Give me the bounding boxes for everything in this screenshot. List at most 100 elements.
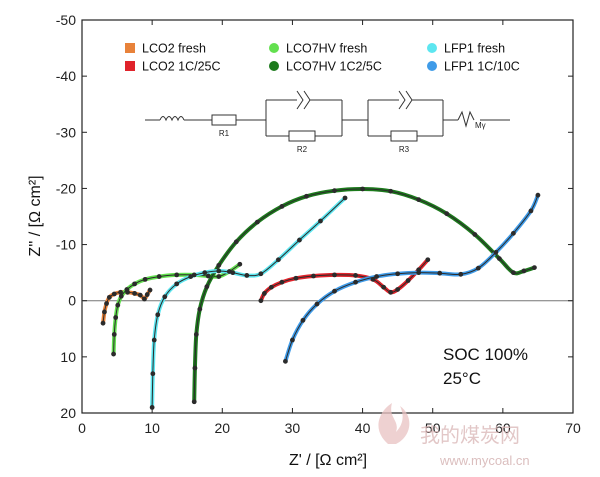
data-point <box>106 294 112 300</box>
data-point <box>290 337 295 343</box>
data-point <box>156 274 162 279</box>
data-point <box>150 371 156 377</box>
data-point <box>188 274 194 279</box>
circuit-label-r2: R2 <box>297 145 308 154</box>
data-point <box>118 293 124 299</box>
data-point <box>144 292 150 297</box>
watermark-url: www.mycoal.cn <box>439 453 530 468</box>
data-point <box>216 274 222 279</box>
y-tick-label: -30 <box>56 124 76 140</box>
x-tick-label: 30 <box>285 420 301 436</box>
legend-swatch <box>427 61 437 71</box>
data-point <box>416 270 422 276</box>
data-point <box>202 270 208 276</box>
data-point <box>261 291 267 296</box>
data-point <box>147 287 153 293</box>
data-point <box>279 279 285 285</box>
data-point <box>304 193 309 199</box>
data-point <box>388 188 394 194</box>
data-point <box>458 271 464 277</box>
data-point <box>268 284 274 290</box>
data-point <box>191 399 197 405</box>
cpe-icon <box>296 90 311 110</box>
data-point <box>237 261 243 267</box>
legend-swatch <box>427 43 437 53</box>
data-point <box>197 306 203 312</box>
data-point <box>300 317 306 323</box>
data-point <box>535 192 541 198</box>
data-point <box>276 257 281 263</box>
x-tick-label: 20 <box>214 420 230 436</box>
watermark-text: 我的煤炭网 <box>420 423 520 447</box>
y-tick-label: -20 <box>56 180 76 196</box>
circuit-label-r1: R1 <box>219 129 230 138</box>
x-tick-label: 50 <box>425 420 441 436</box>
data-point <box>388 289 394 295</box>
x-tick-label: 60 <box>495 420 511 436</box>
data-point <box>332 188 337 194</box>
data-point <box>283 358 288 364</box>
data-point <box>230 270 236 276</box>
data-point <box>444 211 450 217</box>
data-point <box>332 272 337 278</box>
x-tick-label: 0 <box>78 420 86 436</box>
data-point <box>115 302 121 308</box>
data-point <box>360 186 365 192</box>
series-band <box>192 186 537 404</box>
data-markers <box>100 186 541 410</box>
data-point <box>510 270 516 276</box>
r2-resistor <box>288 130 316 142</box>
series-band <box>258 257 430 303</box>
data-point <box>149 404 155 410</box>
y-tick-label: -50 <box>56 12 76 28</box>
data-point <box>311 273 316 279</box>
data-point <box>297 237 302 243</box>
data-point <box>510 230 516 236</box>
legend-label: LCO7HV 1C2/5C <box>286 60 382 74</box>
fit-line <box>151 197 346 408</box>
data-point <box>174 272 180 278</box>
data-point <box>318 218 323 224</box>
warburg-icon <box>457 110 475 128</box>
data-point <box>381 284 387 290</box>
data-point <box>425 257 431 263</box>
legend-swatch <box>269 61 279 71</box>
r3-resistor <box>390 130 418 142</box>
legend-label: LFP1 1C/10C <box>444 60 520 74</box>
data-point <box>244 273 250 278</box>
y-tick-label: -10 <box>56 237 76 253</box>
data-point <box>132 291 138 296</box>
legend-swatch <box>269 43 279 53</box>
data-point <box>205 273 211 279</box>
data-point <box>353 279 358 285</box>
data-point <box>342 195 348 201</box>
data-point <box>279 203 285 209</box>
y-axis-ticks: -50 -40 -30 -20 -10 0 10 20 <box>56 12 573 421</box>
data-point <box>216 268 222 274</box>
data-point <box>374 274 379 279</box>
data-point <box>395 271 401 277</box>
data-point <box>370 276 376 282</box>
data-point <box>258 298 264 304</box>
data-point <box>293 275 299 281</box>
legend-swatch <box>125 61 135 71</box>
data-point <box>192 365 198 371</box>
data-point <box>100 320 106 326</box>
circuit-label-r3: R3 <box>399 145 410 154</box>
watermark: 我的煤炭网 www.mycoal.cn <box>378 403 530 468</box>
fit-line <box>193 188 535 402</box>
data-point <box>528 208 534 214</box>
data-point <box>233 239 239 245</box>
data-point <box>204 284 210 290</box>
legend-label: LCO7HV fresh <box>286 42 367 56</box>
data-point <box>416 197 422 203</box>
y-tick-label: -40 <box>56 68 76 84</box>
data-point <box>395 287 401 292</box>
annotation-soc: SOC 100% <box>443 345 528 364</box>
data-point <box>216 262 222 268</box>
x-axis-ticks: 0 10 20 30 40 50 60 70 <box>78 20 581 436</box>
data-point <box>314 301 320 307</box>
legend-label: LCO2 1C/25C <box>142 60 221 74</box>
data-point <box>496 256 502 262</box>
